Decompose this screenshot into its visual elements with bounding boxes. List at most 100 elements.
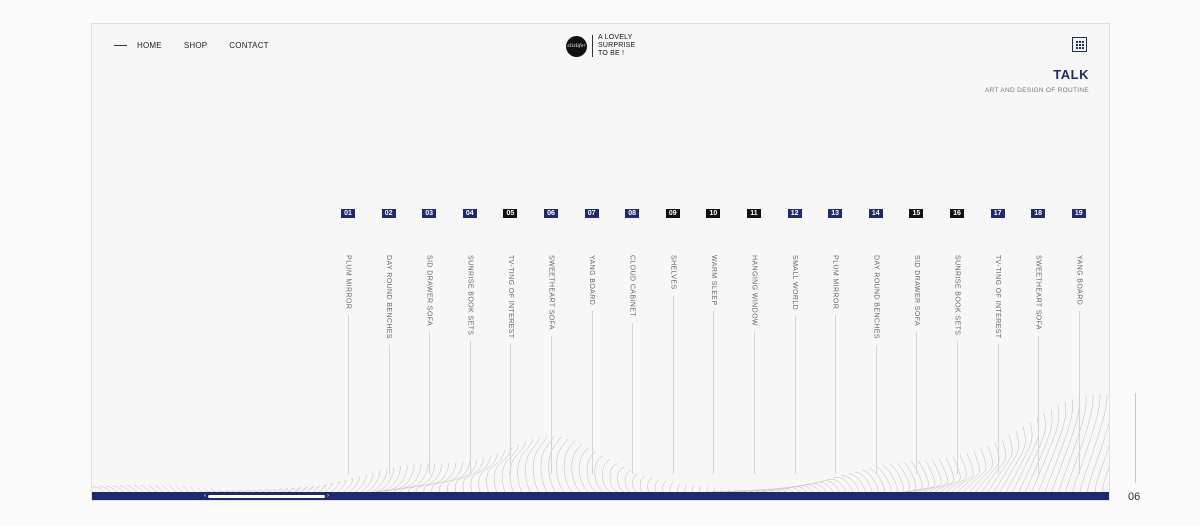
wave-line [1021,409,1053,500]
item-number-badge[interactable]: 02 [381,209,396,218]
wave-line [392,463,422,494]
item-label[interactable]: TV-TING OF INTEREST [506,255,514,339]
item-number-badge[interactable]: 10 [706,209,721,218]
item-number-badge[interactable]: 12 [787,209,802,218]
item-connector-line [591,311,593,474]
item-number-badge[interactable]: 15 [909,209,924,218]
wave-line [431,462,457,495]
item-number-badge[interactable]: 11 [747,209,761,218]
item-number-badge[interactable]: 07 [584,209,599,218]
item-label[interactable]: SID DRAWER SOFA [425,255,433,327]
item-number-badge[interactable]: 16 [950,209,964,218]
wave-line [579,447,599,499]
item-label[interactable]: SUNRISE BOOK SETS [953,255,961,336]
item-label[interactable]: WARM SLEEP [709,255,717,306]
item-label[interactable]: YANG BOARD [588,255,596,306]
item-connector-line [672,296,674,474]
wave-line [486,450,506,500]
item-label[interactable]: SMALL WORLD [791,255,799,311]
wave-line [921,459,942,494]
item-number-badge[interactable]: 08 [625,209,640,218]
grid-menu-icon[interactable] [1072,37,1087,52]
wave-line [976,439,1006,499]
wave-line [948,453,974,496]
logo-divider [592,35,593,57]
wave-line [982,435,1013,500]
item-label[interactable]: YANG BOARD [1075,255,1083,306]
wave-line [1094,445,1109,496]
wave-line [1056,395,1087,500]
wave-line [1079,394,1108,498]
wave-line [384,464,415,494]
nav-shop[interactable]: SHOP [183,41,208,50]
item-number-badge[interactable]: 14 [868,209,883,218]
item-label[interactable]: SHELVES [669,255,677,290]
item-number-badge[interactable]: 05 [503,209,518,218]
wave-line [447,461,471,497]
wave-line [525,437,541,500]
item-label[interactable]: SUNRISE BOOK SETS [466,255,474,336]
wave-line [517,438,534,500]
horizontal-scrollbar[interactable]: ‹ › [204,493,329,499]
logo-mark-text: zlizlife! [567,43,586,49]
logo-tagline-line: SURPRISE [598,42,636,49]
wave-line [988,430,1020,500]
page-frame: HOME SHOP CONTACT zlizlife! A LOVELY SUR… [91,23,1110,501]
wave-line [906,461,923,494]
item-connector-line [1078,311,1080,474]
wave-line [995,426,1026,500]
item-connector-line [348,315,349,474]
wave-line [1014,413,1046,500]
nav-home[interactable]: HOME [137,41,162,50]
item-label[interactable]: DAY ROUND BENCHES [872,255,880,339]
page-indicator-line [1135,393,1136,483]
item-number-badge[interactable]: 03 [422,209,437,218]
item-number-badge[interactable]: 17 [990,209,1005,218]
wave-line [965,445,993,498]
item-connector-line [469,341,471,474]
item-label[interactable]: SID DRAWER SOFA [912,255,920,327]
item-connector-line [794,316,796,474]
item-connector-line [754,332,755,474]
wave-line [571,443,590,500]
item-label[interactable]: TV-TING OF INTEREST [994,255,1002,339]
main-nav: HOME SHOP CONTACT [114,41,291,50]
item-number-badge[interactable]: 09 [665,209,680,218]
item-connector-line [632,323,634,474]
wave-line [916,459,936,494]
page-subtitle: ART AND DESIGN OF ROUTINE [984,87,1089,94]
logo-mark: zlizlife! [566,35,587,57]
item-number-badge[interactable]: 06 [544,209,558,218]
item-number-badge[interactable]: 01 [341,209,355,218]
scroll-thumb[interactable] [208,494,325,498]
item-number-badge[interactable]: 13 [828,209,843,218]
brand-logo[interactable]: zlizlife! A LOVELY SURPRISE TO BE ! [566,34,635,58]
menu-dash-icon[interactable] [114,45,127,46]
wave-line [415,463,443,494]
item-label[interactable]: PLUM MIRROR [344,255,352,310]
item-label[interactable]: DAY ROUND BENCHES [385,255,393,339]
wave-line [377,464,408,494]
item-number-badge[interactable]: 04 [462,209,477,218]
item-label[interactable]: HANGING WINDOW [750,255,758,326]
item-connector-line [957,341,958,474]
item-number-badge[interactable]: 18 [1031,209,1046,218]
item-label[interactable]: PLUM MIRROR [831,255,839,310]
item-number-badge[interactable]: 19 [1071,209,1086,218]
item-label[interactable]: SWEETHEART SOFA [1034,255,1042,330]
nav-contact[interactable]: CONTACT [229,41,269,50]
chevron-left-icon[interactable]: ‹ [204,493,206,499]
wave-line [959,448,987,497]
bottom-bar: ‹ › [92,492,1109,500]
wave-line [532,436,548,500]
wave-line [501,444,520,500]
wave-line [1102,466,1109,496]
chevron-right-icon[interactable]: › [327,493,329,499]
wave-line [1071,394,1101,498]
item-label[interactable]: SWEETHEART SOFA [547,255,555,330]
logo-tagline-line: A LOVELY [598,34,633,41]
page-number: 06 [1128,491,1141,503]
item-connector-line [429,332,431,474]
item-label[interactable]: CLOUD CABINET [628,255,636,317]
wave-line [494,447,513,500]
